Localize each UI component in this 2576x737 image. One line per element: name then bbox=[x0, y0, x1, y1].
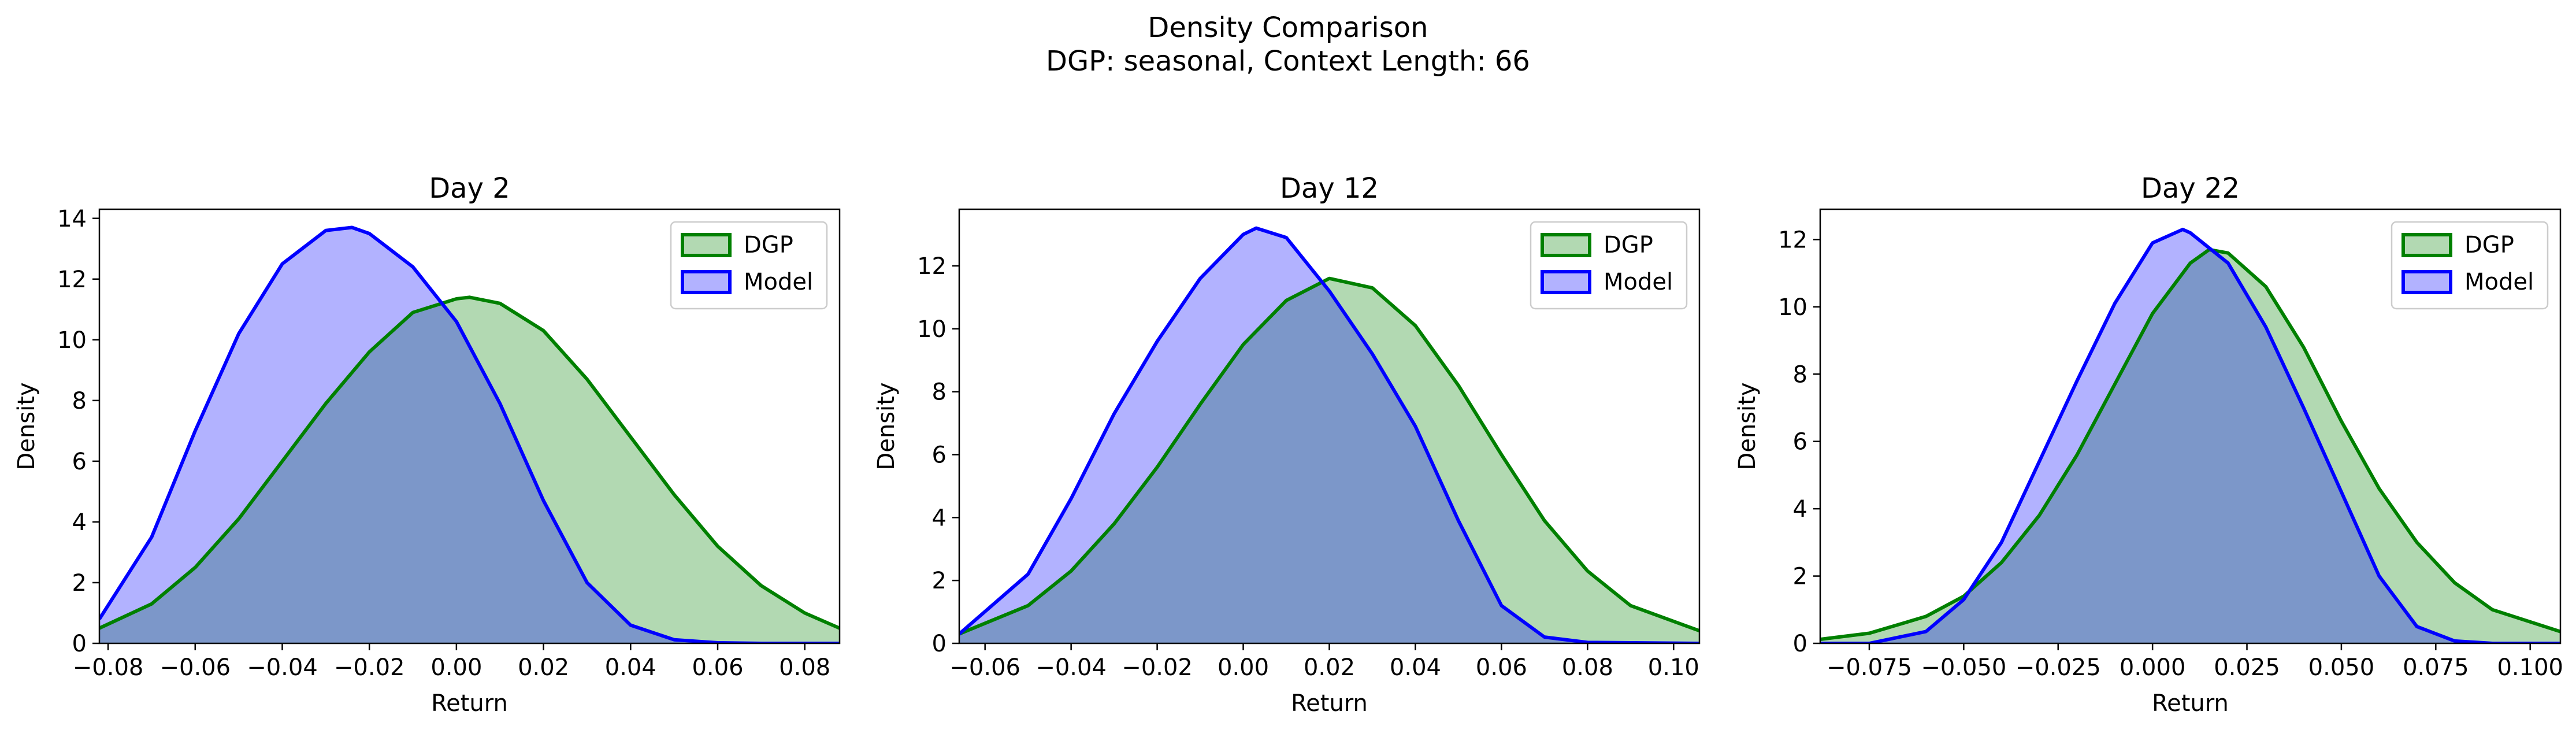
y-tick-label: 12 bbox=[917, 253, 946, 280]
y-axis-label: Density bbox=[1734, 382, 1761, 470]
x-axis-label: Return bbox=[1291, 690, 1368, 717]
plot-area bbox=[959, 226, 1699, 643]
x-tick-label: −0.08 bbox=[73, 654, 144, 681]
y-tick-label: 2 bbox=[1793, 564, 1807, 590]
legend-label-dgp: DGP bbox=[744, 232, 793, 258]
legend-box bbox=[670, 221, 828, 310]
y-tick-label: 12 bbox=[57, 266, 87, 293]
y-tick-label: 10 bbox=[1778, 294, 1807, 321]
x-tick-label: 0.100 bbox=[2497, 654, 2563, 681]
y-tick-label: 8 bbox=[932, 379, 946, 406]
plot-area bbox=[1820, 227, 2560, 643]
legend-swatch-model bbox=[681, 270, 732, 294]
y-tick-label: 2 bbox=[72, 570, 87, 597]
legend-box bbox=[1530, 221, 1688, 310]
y-tick-label: 6 bbox=[1793, 429, 1807, 455]
x-tick-label: −0.02 bbox=[1122, 654, 1193, 681]
dgp-density-fill bbox=[1820, 249, 2560, 643]
y-tick-label: 0 bbox=[1793, 631, 1807, 657]
y-tick-label: 8 bbox=[72, 388, 87, 414]
x-tick-label: 0.08 bbox=[1562, 654, 1613, 681]
y-tick-label: 6 bbox=[72, 449, 87, 475]
model-density-line bbox=[959, 226, 1699, 643]
dgp-density-line bbox=[959, 276, 1699, 636]
dgp-density-fill bbox=[959, 278, 1699, 643]
x-tick-label: 0.00 bbox=[430, 654, 482, 681]
x-tick-label: −0.050 bbox=[1921, 654, 2006, 681]
model-density-fill bbox=[99, 227, 840, 643]
y-tick-label: 12 bbox=[1778, 227, 1807, 253]
x-tick-label: −0.02 bbox=[334, 654, 405, 681]
axes-frame bbox=[1819, 208, 2562, 645]
y-tick-label: 8 bbox=[1793, 361, 1807, 388]
legend-label-dgp: DGP bbox=[1603, 232, 1653, 258]
legend: DGP Model bbox=[1530, 221, 1688, 310]
y-tick-label: 0 bbox=[932, 631, 946, 657]
x-tick-label: 0.02 bbox=[1304, 654, 1355, 681]
dgp-density-line bbox=[99, 295, 840, 630]
axes-frame bbox=[98, 208, 841, 645]
x-tick-label: 0.04 bbox=[1390, 654, 1441, 681]
y-axis-label: Density bbox=[873, 382, 900, 470]
x-axis-label: Return bbox=[2152, 690, 2229, 717]
x-tick-label: 0.000 bbox=[2120, 654, 2186, 681]
legend-label-model: Model bbox=[2464, 269, 2534, 295]
x-tick-label: −0.04 bbox=[1035, 654, 1107, 681]
x-tick-label: 0.06 bbox=[692, 654, 743, 681]
y-axis-label: Density bbox=[13, 382, 40, 470]
x-tick-label: −0.06 bbox=[159, 654, 231, 681]
chart-title: Day 2 bbox=[429, 172, 510, 205]
y-tick-label: 2 bbox=[932, 568, 946, 594]
y-tick-label: 14 bbox=[57, 206, 87, 232]
x-tick-label: 0.075 bbox=[2403, 654, 2469, 681]
x-tick-label: 0.02 bbox=[518, 654, 569, 681]
x-tick-label: 0.050 bbox=[2308, 654, 2375, 681]
x-tick-label: 0.06 bbox=[1476, 654, 1527, 681]
x-tick-label: 0.10 bbox=[1648, 654, 1699, 681]
legend: DGP Model bbox=[2391, 221, 2549, 310]
y-tick-label: 6 bbox=[932, 442, 946, 468]
chart-panel-2: −0.06 −0.04 −0.02 0.00 0.02 0.04 0.06 0.08 0.10 0… bbox=[873, 172, 1701, 717]
model-density-line bbox=[1820, 227, 2560, 643]
plot-area bbox=[99, 225, 840, 643]
legend-swatch-dgp bbox=[681, 233, 732, 257]
figure-title: Density Comparison bbox=[1148, 12, 1428, 44]
chart-panel-1: −0.08 −0.06 −0.04 −0.02 0.00 0.02 0.04 0.06 0.08… bbox=[13, 172, 841, 717]
y-tick-label: 0 bbox=[72, 631, 87, 657]
dgp-density-fill bbox=[99, 297, 840, 643]
y-tick-label: 10 bbox=[57, 327, 87, 354]
x-tick-label: 0.025 bbox=[2214, 654, 2280, 681]
y-tick-label: 10 bbox=[917, 316, 946, 343]
chart-panel-3: −0.075 −0.050 −0.025 0.000 0.025 0.050 0.075 0.… bbox=[1734, 172, 2563, 717]
chart-title: Day 22 bbox=[2141, 172, 2240, 205]
legend-swatch-model bbox=[1541, 270, 1591, 294]
x-tick-label: 0.00 bbox=[1218, 654, 1269, 681]
model-density-fill bbox=[1820, 229, 2560, 643]
chart-title: Day 12 bbox=[1280, 172, 1379, 205]
legend: DGP Model bbox=[670, 221, 828, 310]
y-tick-label: 4 bbox=[1793, 496, 1807, 523]
x-tick-label: −0.075 bbox=[1827, 654, 1912, 681]
x-tick-label: −0.025 bbox=[2015, 654, 2101, 681]
y-tick-label: 4 bbox=[932, 505, 946, 531]
x-axis-label: Return bbox=[431, 690, 508, 717]
legend-swatch-model bbox=[2401, 270, 2452, 294]
model-density-fill bbox=[959, 228, 1699, 643]
x-tick-label: −0.04 bbox=[247, 654, 318, 681]
legend-label-model: Model bbox=[744, 269, 813, 295]
x-tick-label: 0.04 bbox=[605, 654, 656, 681]
legend-label-dgp: DGP bbox=[2464, 232, 2514, 258]
x-tick-label: 0.08 bbox=[779, 654, 830, 681]
figure-subtitle: DGP: seasonal, Context Length: 66 bbox=[1046, 45, 1530, 77]
legend-swatch-dgp bbox=[1541, 233, 1591, 257]
legend-box bbox=[2391, 221, 2549, 310]
legend-swatch-dgp bbox=[2401, 233, 2452, 257]
legend-label-model: Model bbox=[1603, 269, 1673, 295]
x-tick-label: −0.06 bbox=[949, 654, 1020, 681]
y-tick-label: 4 bbox=[72, 509, 87, 536]
